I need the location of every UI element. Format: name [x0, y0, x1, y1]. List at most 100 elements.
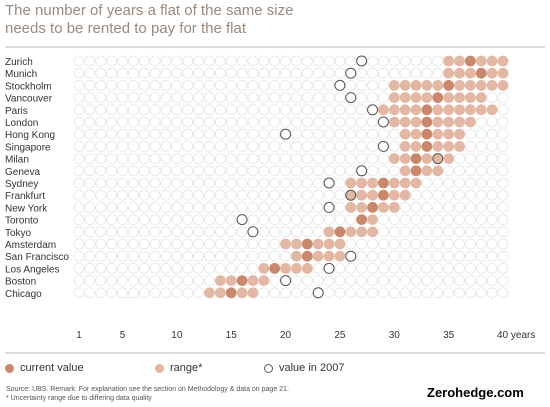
background-dot: [454, 201, 465, 213]
background-dot: [464, 128, 476, 140]
background-dot: [214, 226, 226, 238]
current-value-dot: [421, 116, 433, 128]
background-dot: [291, 177, 302, 189]
background-dot: [182, 262, 194, 274]
background-dot: [247, 55, 259, 67]
background-dot: [127, 201, 139, 213]
range-dot: [410, 80, 422, 91]
background-dot: [127, 177, 139, 189]
range-dot: [280, 238, 291, 250]
background-dot: [95, 128, 107, 140]
current-value-dot: [432, 92, 444, 103]
background-dot: [204, 116, 215, 128]
x-tick-label: 10: [171, 330, 183, 341]
background-dot: [149, 189, 161, 201]
background-dot: [356, 238, 368, 250]
legend-range-swatch: [155, 363, 164, 373]
background-dot: [421, 214, 433, 226]
background-dot: [193, 128, 204, 140]
background-dot: [106, 214, 118, 226]
background-dot: [301, 177, 313, 189]
background-dot: [204, 153, 215, 165]
background-dot: [367, 238, 378, 250]
background-dot: [399, 287, 411, 299]
background-dot: [182, 55, 194, 67]
background-dot: [193, 67, 204, 79]
range-dot: [388, 201, 400, 213]
background-dot: [399, 55, 411, 67]
current-value-dot: [378, 189, 389, 201]
background-dot: [258, 104, 270, 116]
background-dot: [73, 55, 85, 67]
background-dot: [454, 214, 465, 226]
range-dot: [410, 128, 422, 140]
background-dot: [269, 140, 281, 152]
background-dot: [258, 287, 270, 299]
background-dot: [367, 262, 378, 274]
value-2007-marker: [377, 140, 389, 152]
background-dot: [73, 104, 85, 116]
background-dot: [388, 262, 400, 274]
value-2007-marker: [345, 92, 357, 104]
current-value-dot: [378, 177, 389, 189]
background-dot: [378, 80, 389, 91]
background-dot: [421, 177, 433, 189]
background-dot: [312, 153, 324, 165]
background-dot: [106, 55, 118, 67]
background-dot: [454, 287, 465, 299]
background-dot: [138, 177, 150, 189]
range-dot: [486, 104, 498, 116]
background-dot: [432, 250, 444, 262]
range-dot: [345, 201, 357, 213]
background-dot: [356, 104, 368, 116]
range-dot: [247, 275, 259, 287]
background-dot: [323, 104, 335, 116]
background-dot: [73, 80, 85, 91]
background-dot: [323, 128, 335, 140]
background-dot: [475, 262, 487, 274]
background-dot: [236, 140, 248, 152]
background-dot: [236, 250, 248, 262]
background-dot: [388, 55, 400, 67]
range-dot: [388, 153, 400, 165]
range-dot: [443, 116, 455, 128]
background-dot: [388, 226, 400, 238]
background-dot: [171, 189, 183, 201]
background-dot: [421, 201, 433, 213]
background-dot: [247, 177, 259, 189]
background-dot: [486, 201, 498, 213]
background-dot: [149, 165, 161, 177]
background-dot: [443, 189, 455, 201]
background-dot: [127, 189, 139, 201]
background-dot: [127, 140, 139, 152]
range-dot: [410, 92, 422, 103]
background-dot: [160, 140, 172, 152]
range-dot: [204, 287, 215, 299]
background-dot: [171, 201, 183, 213]
background-dot: [225, 165, 237, 177]
background-dot: [95, 287, 107, 299]
background-dot: [475, 214, 487, 226]
background-dot: [127, 250, 139, 262]
range-dot: [356, 177, 368, 189]
background-dot: [345, 238, 357, 250]
background-dot: [73, 128, 85, 140]
category-label: Frankfurt: [5, 191, 45, 202]
range-dot: [464, 80, 476, 91]
background-dot: [127, 128, 139, 140]
background-dot: [301, 128, 313, 140]
range-dot: [301, 262, 313, 274]
range-dot: [399, 165, 411, 177]
background-dot: [182, 189, 194, 201]
category-label: Singapore: [5, 142, 51, 153]
background-dot: [171, 55, 183, 67]
background-dot: [247, 116, 259, 128]
background-dot: [334, 67, 346, 79]
category-label: Chicago: [5, 289, 42, 300]
background-dot: [182, 165, 194, 177]
range-dot: [399, 189, 411, 201]
value-2007-marker: [323, 177, 335, 189]
background-dot: [312, 67, 324, 79]
background-dot: [399, 262, 411, 274]
current-value-dot: [410, 153, 422, 165]
